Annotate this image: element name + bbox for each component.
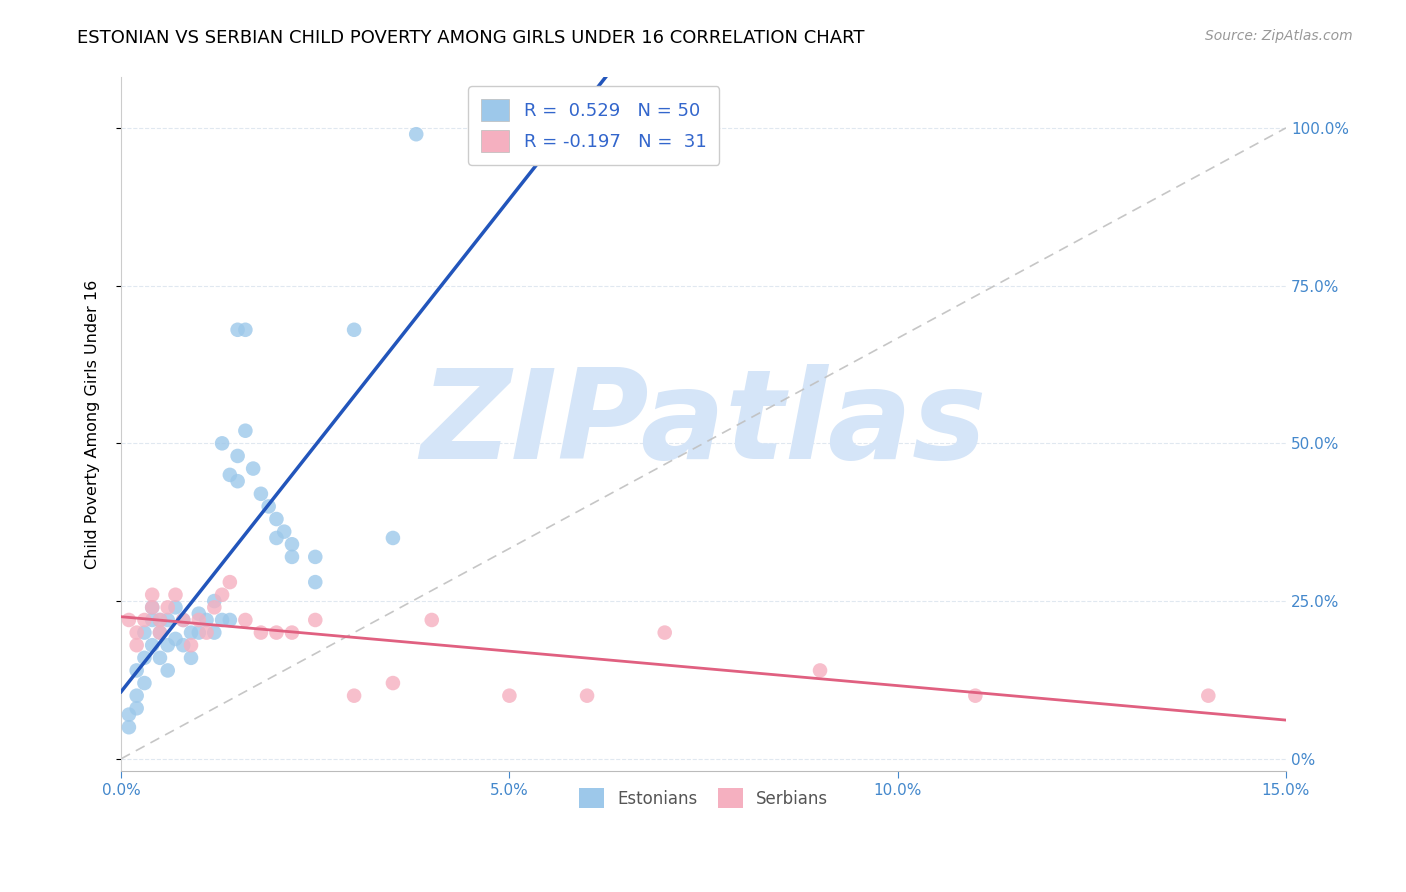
Point — [180, 625, 202, 640]
Point — [250, 625, 273, 640]
Point — [172, 613, 194, 627]
Point — [211, 588, 233, 602]
Point — [808, 664, 831, 678]
Point — [273, 524, 295, 539]
Point — [343, 689, 366, 703]
Point — [281, 625, 304, 640]
Point — [654, 625, 676, 640]
Point — [266, 531, 288, 545]
Point — [156, 613, 179, 627]
Point — [498, 689, 520, 703]
Point — [141, 600, 163, 615]
Point — [180, 650, 202, 665]
Point — [226, 449, 249, 463]
Point — [165, 600, 187, 615]
Point — [187, 607, 209, 621]
Text: ESTONIAN VS SERBIAN CHILD POVERTY AMONG GIRLS UNDER 16 CORRELATION CHART: ESTONIAN VS SERBIAN CHILD POVERTY AMONG … — [77, 29, 865, 46]
Point — [202, 625, 225, 640]
Point — [420, 613, 443, 627]
Point — [281, 537, 304, 551]
Point — [195, 625, 218, 640]
Point — [156, 638, 179, 652]
Point — [281, 549, 304, 564]
Point — [118, 613, 141, 627]
Point — [118, 707, 141, 722]
Point — [125, 625, 148, 640]
Point — [195, 613, 218, 627]
Point — [218, 467, 240, 482]
Point — [218, 613, 240, 627]
Point — [172, 638, 194, 652]
Point — [149, 625, 172, 640]
Point — [257, 500, 280, 514]
Text: ZIPatlas: ZIPatlas — [420, 364, 987, 485]
Point — [250, 487, 273, 501]
Point — [235, 613, 257, 627]
Point — [165, 632, 187, 646]
Point — [165, 588, 187, 602]
Point — [149, 625, 172, 640]
Point — [141, 600, 163, 615]
Point — [965, 689, 987, 703]
Point — [134, 676, 156, 690]
Point — [134, 625, 156, 640]
Legend: Estonians, Serbians: Estonians, Serbians — [572, 781, 835, 815]
Point — [304, 613, 326, 627]
Point — [172, 613, 194, 627]
Point — [211, 436, 233, 450]
Point — [141, 588, 163, 602]
Point — [1197, 689, 1219, 703]
Point — [125, 701, 148, 715]
Point — [304, 549, 326, 564]
Point — [134, 650, 156, 665]
Point — [211, 613, 233, 627]
Point — [156, 600, 179, 615]
Point — [405, 127, 427, 141]
Point — [218, 575, 240, 590]
Point — [381, 531, 404, 545]
Point — [156, 664, 179, 678]
Point — [576, 689, 599, 703]
Point — [226, 474, 249, 488]
Point — [187, 625, 209, 640]
Point — [235, 424, 257, 438]
Point — [266, 625, 288, 640]
Point — [202, 594, 225, 608]
Point — [141, 613, 163, 627]
Point — [134, 613, 156, 627]
Point — [125, 664, 148, 678]
Point — [149, 650, 172, 665]
Point — [118, 720, 141, 734]
Point — [235, 323, 257, 337]
Point — [187, 613, 209, 627]
Point — [141, 638, 163, 652]
Point — [180, 638, 202, 652]
Point — [381, 676, 404, 690]
Point — [242, 461, 264, 475]
Point — [202, 600, 225, 615]
Point — [226, 323, 249, 337]
Y-axis label: Child Poverty Among Girls Under 16: Child Poverty Among Girls Under 16 — [86, 280, 100, 569]
Point — [304, 575, 326, 590]
Text: Source: ZipAtlas.com: Source: ZipAtlas.com — [1205, 29, 1353, 43]
Point — [149, 613, 172, 627]
Point — [343, 323, 366, 337]
Point — [266, 512, 288, 526]
Point — [125, 638, 148, 652]
Point — [149, 613, 172, 627]
Point — [125, 689, 148, 703]
